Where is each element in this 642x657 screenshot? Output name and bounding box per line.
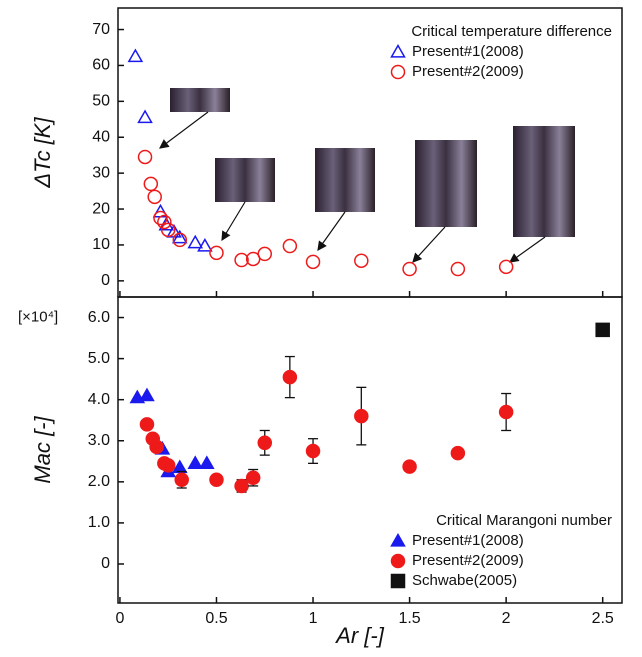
marker-circle: [245, 470, 261, 485]
annotation: [×10⁴]: [18, 309, 58, 326]
y-tick-label: 50: [92, 93, 110, 110]
marker-circle: [157, 214, 172, 230]
y-tick-label: 0: [101, 272, 110, 289]
marker-circle: [450, 261, 466, 277]
marker-triangle: [187, 234, 204, 249]
marker-circle: [174, 472, 189, 488]
marker-circle: [257, 435, 273, 451]
inset-photo: [315, 148, 375, 212]
marker-circle: [143, 176, 159, 192]
y-tick-label: 1.0: [88, 514, 110, 531]
y-tick-label: 0: [101, 555, 110, 572]
marker-circle: [402, 261, 417, 277]
marker-circle: [305, 443, 321, 459]
marker-triangle: [197, 238, 213, 252]
arrow: [159, 111, 209, 149]
marker-circle: [305, 254, 321, 270]
marker-circle: [282, 238, 298, 254]
legend-marker: [390, 573, 406, 589]
marker-circle: [354, 253, 369, 268]
plot-frame: [117, 296, 623, 604]
arrow: [317, 211, 346, 251]
y-tick-label: 6.0: [88, 309, 110, 326]
legend-label: Present#2(2009): [412, 63, 524, 80]
y-tick-label: 60: [92, 57, 110, 74]
inset-photo: [415, 140, 477, 227]
arrow: [509, 236, 546, 263]
marker-circle: [282, 369, 298, 385]
arrow: [412, 226, 446, 263]
x-tick-label: 0: [115, 610, 124, 627]
legend-label: Schwabe(2005): [412, 572, 517, 589]
legend-title: Critical temperature difference: [411, 23, 612, 40]
legend-marker: [390, 532, 406, 547]
marker-circle: [498, 404, 514, 420]
legend-label: Present#1(2008): [412, 532, 524, 549]
marker-circle: [160, 458, 176, 473]
y-axis-label: ΔTc [K]: [30, 117, 55, 189]
x-tick-label: 2: [502, 610, 511, 627]
y-tick-label: 30: [92, 164, 110, 181]
marker-circle: [160, 222, 176, 238]
y-tick-label: 70: [92, 21, 110, 38]
marker-circle: [234, 478, 249, 494]
y-tick-label: 40: [92, 128, 110, 145]
inset-photo: [215, 158, 275, 202]
y-axis-label: Mac [-]: [30, 416, 55, 484]
marker-circle: [137, 149, 153, 165]
legend-marker: [390, 553, 406, 569]
arrow: [221, 201, 246, 242]
marker-triangle: [137, 109, 153, 124]
inset-photos: [159, 88, 575, 263]
legend-label: Present#1(2008): [412, 43, 524, 60]
marker-circle: [209, 245, 224, 261]
marker-triangle: [139, 387, 155, 402]
inset-photo: [170, 88, 230, 112]
marker-circle: [147, 189, 162, 205]
marker-circle: [153, 210, 168, 226]
marker-circle: [139, 417, 155, 432]
legend-marker: [390, 43, 406, 58]
y-tick-label: 2.0: [88, 473, 110, 490]
marker-triangle: [172, 229, 188, 244]
marker-triangle: [127, 48, 144, 63]
marker-circle: [354, 408, 369, 424]
marker-triangle: [187, 455, 204, 469]
x-tick-label: 1.5: [398, 610, 420, 627]
y-tick-label: 10: [92, 236, 110, 253]
y-tick-label: 20: [92, 200, 110, 217]
x-axis-label: Ar [-]: [334, 623, 385, 648]
marker-circle: [257, 246, 273, 262]
x-tick-label: 0.5: [205, 610, 227, 627]
inset-photo: [513, 126, 575, 237]
legend-label: Present#2(2009): [412, 552, 524, 569]
marker-circle: [498, 259, 514, 275]
legend-marker: [390, 64, 406, 80]
marker-square: [595, 322, 610, 338]
y-tick-label: 5.0: [88, 350, 110, 367]
marker-triangle: [199, 455, 215, 469]
legend-title: Critical Marangoni number: [436, 512, 612, 529]
marker-circle: [402, 459, 417, 474]
marker-triangle: [172, 459, 188, 474]
marker-circle: [149, 439, 164, 455]
marker-circle: [209, 472, 224, 488]
x-tick-label: 2.5: [592, 610, 614, 627]
y-tick-label: 4.0: [88, 391, 110, 408]
x-tick-label: 1: [309, 610, 318, 627]
marker-circle: [450, 445, 466, 461]
marker-circle: [172, 232, 188, 248]
y-tick-label: 3.0: [88, 432, 110, 449]
marker-circle: [234, 252, 249, 268]
